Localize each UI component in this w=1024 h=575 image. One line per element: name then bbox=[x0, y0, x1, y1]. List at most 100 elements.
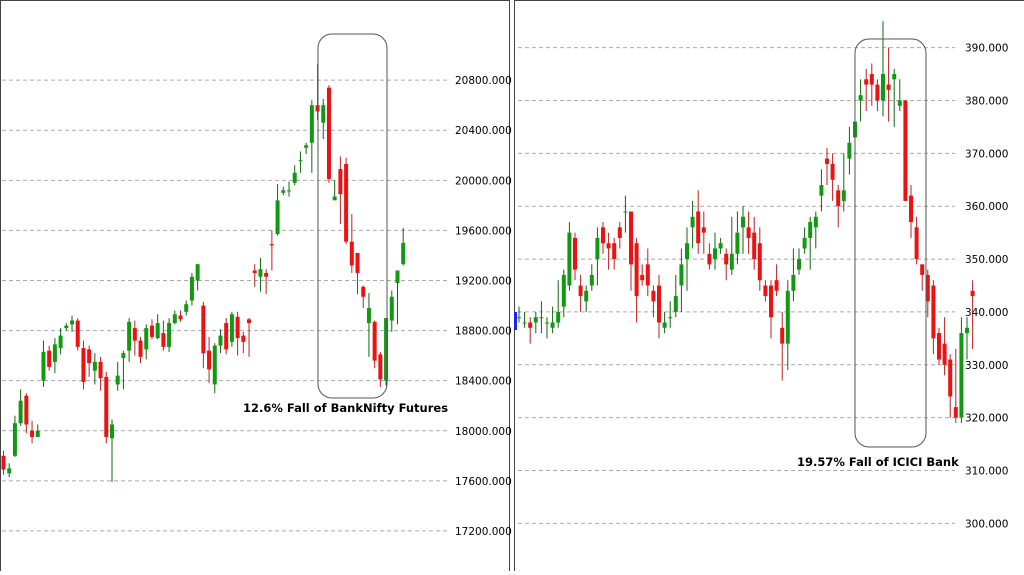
candle-body bbox=[701, 227, 706, 233]
candle bbox=[836, 185, 841, 228]
candle-body bbox=[292, 172, 297, 183]
candle bbox=[70, 315, 75, 332]
candle-body bbox=[321, 105, 326, 123]
candle bbox=[662, 311, 667, 334]
candle bbox=[378, 351, 383, 387]
candle-body bbox=[533, 317, 538, 323]
candle bbox=[155, 314, 160, 340]
candle bbox=[235, 311, 240, 356]
candle-body bbox=[662, 322, 667, 328]
candle bbox=[161, 320, 166, 351]
candle bbox=[791, 248, 796, 302]
y-tick-label: 380.000 bbox=[965, 95, 1008, 107]
candle-body bbox=[395, 270, 400, 283]
candle bbox=[149, 319, 154, 340]
candle bbox=[914, 216, 919, 265]
y-tick-label: 370.000 bbox=[965, 148, 1008, 160]
candle-body bbox=[64, 325, 69, 329]
candle-body bbox=[724, 253, 729, 265]
candle-body bbox=[757, 243, 762, 281]
candle bbox=[881, 21, 885, 117]
candle-body bbox=[309, 105, 314, 143]
candle-body bbox=[679, 264, 684, 286]
candle-body bbox=[361, 286, 366, 297]
candle-body bbox=[948, 359, 953, 397]
candle-body bbox=[224, 323, 229, 350]
y-tick-label: 18400.000 bbox=[455, 376, 512, 388]
candle-body bbox=[138, 340, 143, 357]
y-axis-ticks: 20800.000 20400.000 20000.000 19600.000 1920… bbox=[455, 75, 512, 538]
candle bbox=[735, 211, 740, 265]
candle bbox=[903, 100, 908, 201]
candle bbox=[109, 419, 114, 483]
y-tick-label: 19600.000 bbox=[455, 225, 512, 237]
candle-body bbox=[617, 227, 622, 238]
y-tick-label: 320.000 bbox=[965, 413, 1008, 425]
candle-body bbox=[275, 200, 280, 235]
candle-body bbox=[892, 74, 897, 80]
candle bbox=[606, 232, 611, 270]
candle bbox=[517, 306, 521, 323]
candle-body bbox=[41, 351, 46, 381]
candle bbox=[780, 311, 785, 381]
candle bbox=[287, 181, 291, 197]
y-tick-label: 20800.000 bbox=[455, 75, 512, 87]
candle bbox=[769, 280, 773, 339]
candle bbox=[64, 323, 69, 331]
candle bbox=[224, 318, 229, 355]
candle-body bbox=[886, 84, 891, 90]
candle-body bbox=[925, 274, 930, 302]
candle-body bbox=[35, 430, 40, 438]
candle-body bbox=[673, 296, 678, 312]
candle-body bbox=[178, 315, 183, 320]
candle-body bbox=[875, 84, 880, 101]
candle bbox=[937, 327, 941, 365]
candle-body bbox=[1, 455, 6, 470]
candle-body bbox=[149, 325, 154, 337]
candle-body bbox=[791, 274, 796, 291]
y-tick-label: 17200.000 bbox=[455, 526, 512, 538]
candle-body bbox=[235, 316, 240, 339]
candle-layer bbox=[1, 63, 406, 483]
candle-body bbox=[201, 305, 206, 354]
candle-body bbox=[528, 322, 533, 328]
candle bbox=[281, 186, 286, 196]
candle-body bbox=[332, 196, 337, 201]
candle bbox=[189, 272, 194, 306]
candle bbox=[47, 345, 52, 371]
candle bbox=[92, 353, 97, 385]
candle bbox=[349, 214, 354, 273]
candle bbox=[81, 340, 86, 390]
candle-body bbox=[218, 335, 223, 346]
candle-body bbox=[769, 285, 773, 318]
candle-body bbox=[881, 74, 885, 101]
candle-body bbox=[640, 274, 645, 281]
candle-body bbox=[741, 216, 745, 228]
candle bbox=[138, 336, 143, 364]
candle bbox=[746, 211, 751, 254]
candle-body bbox=[366, 308, 371, 324]
candle-body bbox=[167, 323, 172, 347]
candle bbox=[309, 100, 314, 173]
candle bbox=[948, 354, 953, 418]
candle bbox=[584, 285, 589, 312]
candle-body bbox=[247, 319, 252, 324]
y-tick-label: 360.000 bbox=[965, 201, 1008, 213]
candle-body bbox=[914, 227, 919, 260]
candle bbox=[355, 252, 360, 295]
candle-body bbox=[401, 242, 406, 265]
candle-body bbox=[746, 227, 751, 238]
candle-body bbox=[155, 323, 160, 339]
candle-body bbox=[729, 253, 734, 270]
candle bbox=[830, 153, 835, 201]
candle-body bbox=[858, 95, 863, 101]
candle bbox=[258, 257, 263, 292]
candle-body bbox=[75, 320, 80, 347]
candle bbox=[757, 227, 762, 291]
candle-body bbox=[92, 361, 97, 371]
candle bbox=[578, 274, 583, 312]
candle-body bbox=[522, 322, 527, 324]
candle-body bbox=[931, 285, 936, 339]
candle bbox=[218, 329, 223, 354]
candle bbox=[545, 317, 549, 339]
